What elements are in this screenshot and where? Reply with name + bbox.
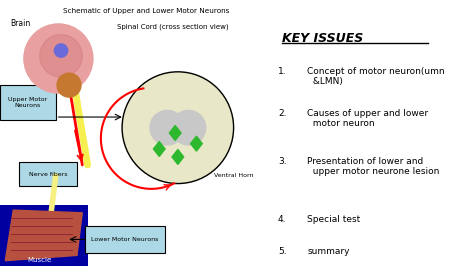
Text: 1.: 1. xyxy=(278,66,287,76)
Polygon shape xyxy=(169,126,181,140)
Polygon shape xyxy=(172,149,184,164)
Text: Lower Motor Neurons: Lower Motor Neurons xyxy=(91,237,158,242)
Text: Nerve fibers: Nerve fibers xyxy=(28,172,67,177)
Text: Ventral Horn: Ventral Horn xyxy=(214,173,253,178)
Polygon shape xyxy=(154,142,165,156)
Circle shape xyxy=(24,24,93,93)
Text: Concept of motor neuron(umn
  &LMN): Concept of motor neuron(umn &LMN) xyxy=(307,66,445,86)
Text: 4.: 4. xyxy=(278,215,286,225)
Text: 5.: 5. xyxy=(278,247,287,256)
Text: Presentation of lower and
  upper motor neurone lesion: Presentation of lower and upper motor ne… xyxy=(307,157,439,176)
Circle shape xyxy=(150,110,184,145)
Circle shape xyxy=(40,35,82,77)
Text: Causes of upper and lower
  motor neuron: Causes of upper and lower motor neuron xyxy=(307,109,428,128)
Circle shape xyxy=(57,73,81,97)
Text: KEY ISSUES: KEY ISSUES xyxy=(282,32,364,45)
Circle shape xyxy=(170,120,186,136)
Text: Muscle: Muscle xyxy=(27,257,52,263)
Text: Spinal Cord (cross section view): Spinal Cord (cross section view) xyxy=(117,23,228,30)
FancyBboxPatch shape xyxy=(0,85,56,120)
FancyBboxPatch shape xyxy=(85,226,164,253)
Text: Brain: Brain xyxy=(10,19,31,28)
FancyBboxPatch shape xyxy=(0,205,88,266)
Text: Schematic of Upper and Lower Motor Neurons: Schematic of Upper and Lower Motor Neuro… xyxy=(63,8,229,14)
Circle shape xyxy=(171,110,206,145)
Polygon shape xyxy=(5,210,82,261)
Polygon shape xyxy=(191,136,202,151)
Text: 3.: 3. xyxy=(278,157,287,166)
Circle shape xyxy=(122,72,234,184)
FancyBboxPatch shape xyxy=(18,162,77,186)
Text: summary: summary xyxy=(307,247,350,256)
Text: Upper Motor
Neurons: Upper Motor Neurons xyxy=(8,97,47,108)
Circle shape xyxy=(55,44,68,57)
Text: Special test: Special test xyxy=(307,215,360,225)
Text: 2.: 2. xyxy=(278,109,286,118)
